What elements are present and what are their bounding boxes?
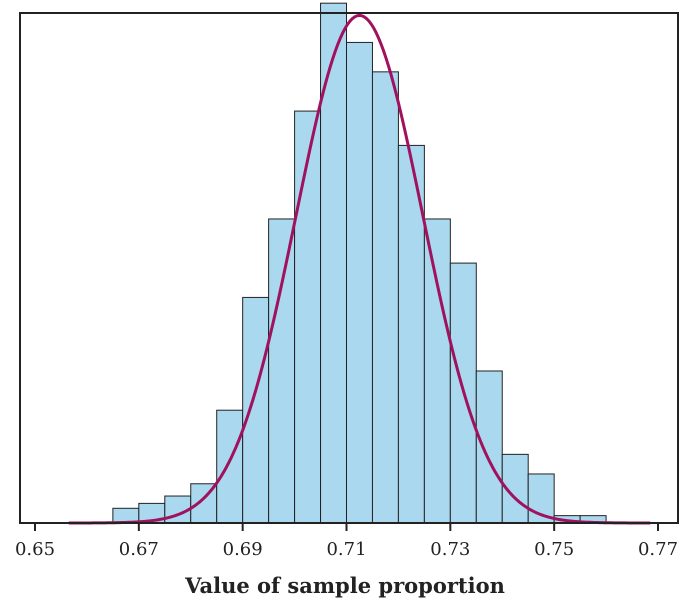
x-tick-label: 0.73 (430, 539, 470, 560)
histogram-bar (475, 370, 503, 524)
x-tick-label: 0.65 (15, 539, 55, 560)
x-axis-label: Value of sample proportion (184, 573, 505, 598)
x-tick-label: 0.75 (534, 539, 574, 560)
histogram-bar (320, 2, 347, 524)
histogram-bar (423, 218, 451, 524)
histogram-bar (346, 41, 373, 524)
x-tick-label: 0.69 (223, 539, 263, 560)
normal-curve (68, 13, 651, 525)
x-tick-label: 0.77 (638, 539, 678, 560)
histogram-bar (294, 110, 322, 524)
histogram-bar (268, 218, 296, 524)
histogram-bar (242, 296, 270, 524)
plot-frame (19, 12, 679, 524)
histogram-bars (112, 2, 607, 524)
histogram-bar (371, 71, 399, 524)
x-axis-ticks: 0.65 0.67 0.69 0.71 0.73 0.75 0.77 (15, 523, 678, 560)
histogram-bar (216, 409, 244, 524)
x-tick-label: 0.71 (326, 539, 366, 560)
x-tick-label: 0.67 (119, 539, 159, 560)
